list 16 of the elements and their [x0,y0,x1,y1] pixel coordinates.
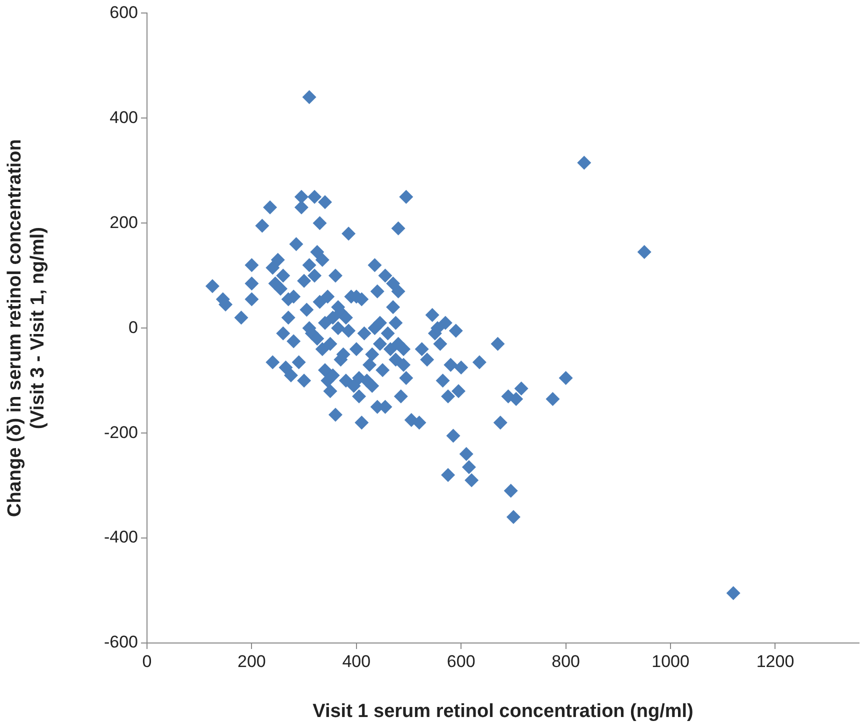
x-tick-label: 0 [142,652,152,671]
y-tick-label: 600 [110,2,138,22]
x-tick-label: 200 [238,652,266,671]
y-tick-label: 200 [110,212,138,232]
x-tick-label: 600 [446,652,476,671]
x-tick-label: 400 [342,652,371,671]
y-tick-label: 400 [110,108,138,127]
y-tick-label: -600 [104,632,138,652]
x-tick-label: 1200 [756,652,794,671]
y-axis-title: Change (δ) in serum retinol concentration (Visit 3 - Visit 1, ng/ml) [4,139,48,518]
y-tick-label: 0 [128,318,138,337]
x-axis-title: Visit 1 serum retinol concentration (ng/ml) [312,700,694,722]
y-tick-label: -400 [104,528,138,547]
y-tick-label: -200 [104,422,138,442]
x-tick-label: 1000 [652,652,690,671]
x-tick-label: 800 [552,652,580,671]
